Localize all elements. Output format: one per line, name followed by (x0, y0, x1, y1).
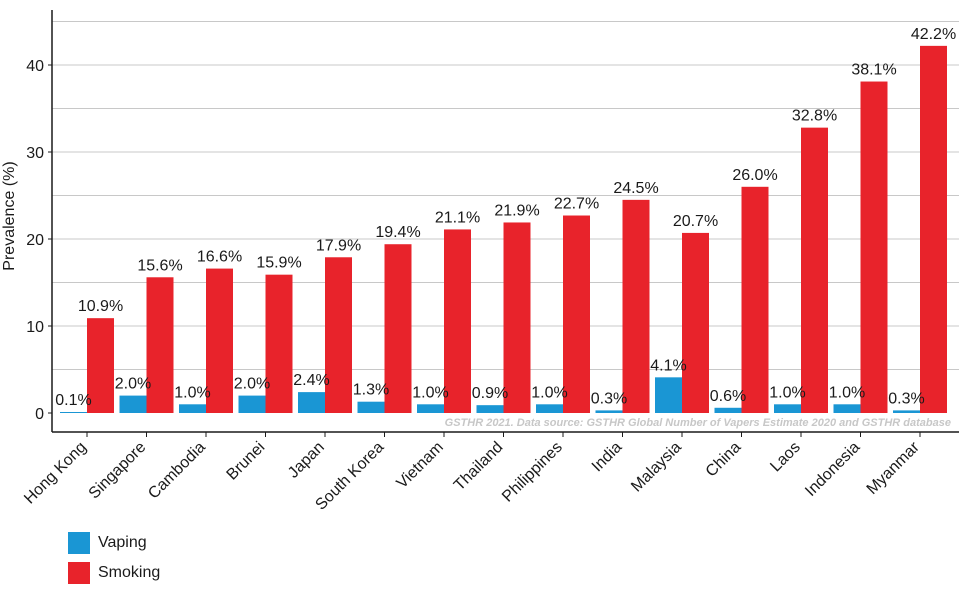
bar-vaping (60, 412, 87, 413)
y-tick-label: 40 (26, 58, 44, 75)
bar-vaping (357, 401, 385, 413)
y-tick-label: 20 (26, 232, 44, 249)
bar-smoking (384, 244, 412, 413)
data-label-vaping: 0.1% (55, 392, 91, 409)
bar-smoking (444, 229, 471, 413)
legend-label-smoking: Smoking (98, 564, 161, 581)
data-label-smoking: 17.9% (316, 237, 361, 254)
bar-vaping (119, 395, 147, 413)
bar-vaping (536, 404, 563, 413)
bar-smoking (741, 186, 769, 413)
data-label-vaping: 0.9% (472, 385, 508, 402)
bar-vaping (179, 404, 206, 413)
bar-smoking (206, 268, 233, 413)
bar-vaping (714, 407, 742, 413)
x-category-label: Cambodia (145, 439, 209, 503)
bar-smoking (860, 81, 888, 413)
data-label-vaping: 1.0% (174, 384, 210, 401)
bar-vaping (417, 404, 444, 413)
y-tick-label: 0 (35, 406, 44, 423)
data-label-smoking: 26.0% (732, 167, 777, 184)
data-label-vaping: 1.3% (353, 382, 389, 399)
bar-vaping (893, 410, 920, 413)
x-category-label: Indonesia (802, 439, 863, 500)
data-label-vaping: 1.0% (829, 384, 865, 401)
x-category-label: Brunei (224, 439, 269, 484)
data-label-vaping: 1.0% (412, 384, 448, 401)
legend-label-vaping: Vaping (98, 534, 147, 551)
bar-smoking (265, 274, 293, 413)
x-category-label: India (589, 439, 626, 476)
data-label-smoking: 20.7% (673, 213, 718, 230)
data-label-smoking: 16.6% (197, 249, 242, 266)
bar-vaping (655, 377, 682, 413)
bar-smoking (682, 232, 709, 413)
bar-smoking (146, 277, 174, 413)
bar-vaping (595, 410, 623, 413)
data-label-smoking: 19.4% (375, 224, 420, 241)
data-label-vaping: 2.4% (293, 372, 329, 389)
bar-vaping (833, 404, 861, 413)
x-category-label: Myanmar (864, 438, 924, 498)
bar-vaping (774, 404, 801, 413)
y-tick-label: 10 (26, 319, 44, 336)
data-label-smoking: 15.6% (137, 257, 182, 274)
bar-smoking (87, 318, 114, 413)
legend-swatch-vaping (68, 532, 90, 554)
bar-smoking (325, 257, 352, 413)
x-category-label: Vietnam (394, 439, 447, 492)
y-tick-label: 30 (26, 145, 44, 162)
bar-smoking (622, 199, 650, 413)
legend-swatch-smoking (68, 562, 90, 584)
bar-vaping (298, 392, 325, 413)
x-category-label: China (703, 439, 745, 481)
x-category-label: Japan (285, 439, 328, 482)
data-label-smoking: 21.1% (435, 209, 480, 226)
x-category-label: Philippines (499, 439, 566, 506)
x-category-label: Laos (767, 439, 804, 476)
data-label-smoking: 15.9% (256, 255, 301, 272)
data-label-vaping: 0.3% (591, 390, 627, 407)
y-axis-title: Prevalence (%) (1, 161, 18, 270)
data-label-smoking: 10.9% (78, 298, 123, 315)
data-label-smoking: 21.9% (494, 202, 539, 219)
data-label-vaping: 0.6% (710, 388, 746, 405)
x-category-label: Malaysia (628, 439, 685, 496)
bar-vaping (238, 395, 266, 413)
legend: Vaping Smoking (68, 532, 160, 592)
data-label-smoking: 24.5% (613, 180, 658, 197)
bar-smoking (920, 45, 947, 414)
x-category-label: Singapore (86, 439, 150, 503)
data-label-smoking: 42.2% (911, 26, 956, 43)
data-label-vaping: 1.0% (769, 384, 805, 401)
gridlines (52, 21, 959, 370)
data-label-vaping: 4.1% (650, 357, 686, 374)
data-labels: 0.1% 10.9% 2.0% 15.6% 1.0% 16.6% 2.0% 15.9% 2.4%… (55, 26, 956, 409)
data-label-vaping: 2.0% (115, 376, 151, 393)
legend-item-vaping: Vaping (68, 532, 160, 554)
data-label-smoking: 38.1% (851, 62, 896, 79)
bars (60, 45, 947, 414)
source-note: GSTHR 2021. Data source: GSTHR Global Nu… (445, 417, 951, 429)
x-category-label: Thailand (451, 439, 506, 494)
data-label-smoking: 22.7% (554, 196, 599, 213)
data-label-vaping: 0.3% (888, 390, 924, 407)
bar-smoking (503, 222, 531, 413)
bar-vaping (476, 405, 504, 413)
data-label-vaping: 1.0% (531, 384, 567, 401)
x-category-label: Hong Kong (21, 439, 90, 508)
data-label-vaping: 2.0% (234, 376, 270, 393)
legend-item-smoking: Smoking (68, 562, 160, 584)
bar-smoking (801, 127, 828, 413)
bar-smoking (563, 215, 590, 413)
data-label-smoking: 32.8% (792, 108, 837, 125)
